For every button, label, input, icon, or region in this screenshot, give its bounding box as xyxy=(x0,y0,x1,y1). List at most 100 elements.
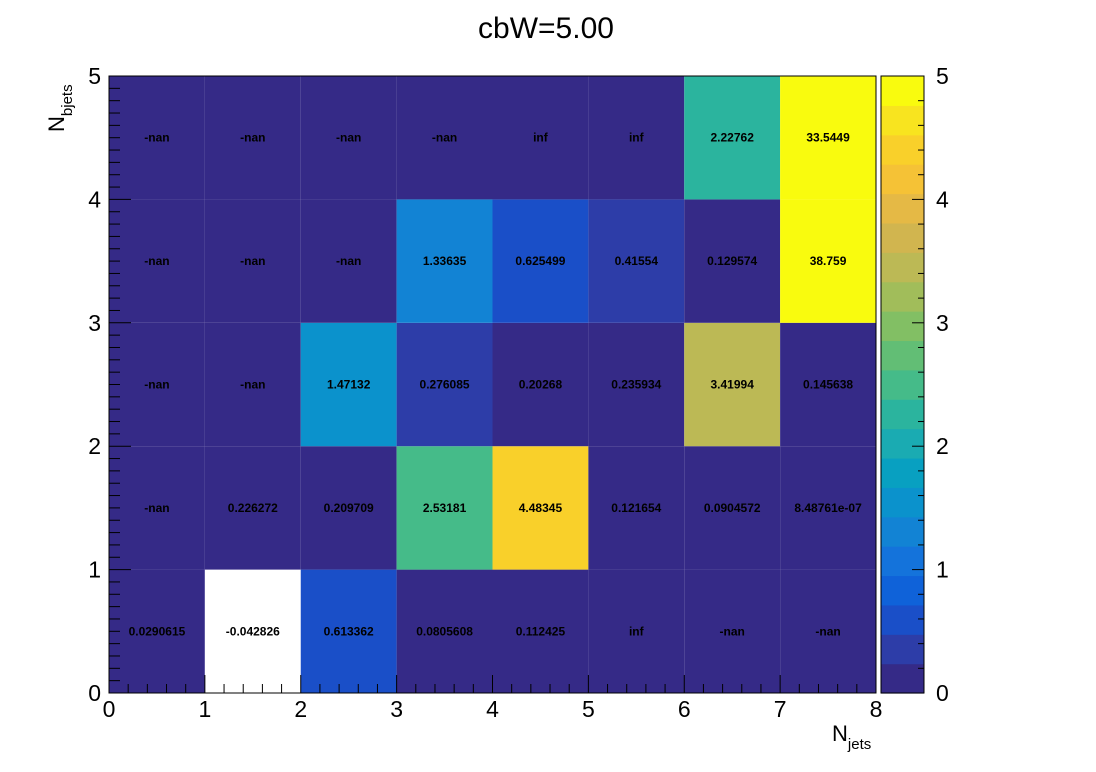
x-tick-label: 2 xyxy=(294,696,307,722)
cell-value-label: 0.112425 xyxy=(516,624,566,638)
x-axis-title: Njets xyxy=(832,721,871,753)
cell-value-label: -nan xyxy=(144,501,169,515)
cell-value-label: 0.235934 xyxy=(611,378,661,392)
color-scale-band xyxy=(881,134,924,165)
color-scale-band xyxy=(881,575,924,606)
color-scale-band xyxy=(881,311,924,342)
cell-value-label: inf xyxy=(629,624,645,638)
color-scale-band xyxy=(881,399,924,430)
color-scale-band xyxy=(881,516,924,547)
x-tick-label: 6 xyxy=(678,696,691,722)
cell-value-label: 3.41994 xyxy=(710,378,754,392)
y-tick-label: 2 xyxy=(88,433,101,459)
heatmap-cell xyxy=(300,199,397,323)
heatmap-cell xyxy=(109,199,205,323)
cell-value-label: -nan xyxy=(336,131,361,145)
x-axis-title-main: N xyxy=(832,721,848,746)
cell-value-label: 4.48345 xyxy=(519,501,563,515)
color-scale-band xyxy=(881,340,924,371)
heatmap-cell xyxy=(780,446,876,570)
heatmap-cell xyxy=(204,199,301,323)
heatmap-cell xyxy=(300,446,397,570)
cell-value-label: 0.209709 xyxy=(324,501,374,515)
cell-value-label: -nan xyxy=(432,131,457,145)
y-tick-label: 3 xyxy=(88,310,101,336)
cell-value-label: 0.129574 xyxy=(707,254,757,268)
heatmap-cell xyxy=(492,322,589,447)
color-scale-bar xyxy=(881,76,924,694)
chart-title: cbW=5.00 xyxy=(478,12,614,45)
heatmap-cell xyxy=(396,199,493,323)
heatmap-cell xyxy=(300,322,397,447)
cell-value-label: -nan xyxy=(240,131,265,145)
cell-value-label: 0.0290615 xyxy=(129,624,186,638)
color-scale-band xyxy=(881,164,924,195)
cell-value-label: -nan xyxy=(144,254,169,268)
heatmap-cell xyxy=(204,76,301,200)
cell-value-label: 33.5449 xyxy=(806,131,850,145)
cell-value-label: 0.41554 xyxy=(615,254,659,268)
cell-value-label: 0.613362 xyxy=(324,624,374,638)
cell-value-label: 0.276085 xyxy=(420,378,470,392)
heatmap-cell xyxy=(109,76,205,200)
color-scale-band xyxy=(881,252,924,283)
color-scale-band xyxy=(881,193,924,224)
cell-value-label: 0.0805608 xyxy=(416,624,473,638)
heatmap-cell xyxy=(780,199,876,323)
heatmap-cell xyxy=(780,322,876,447)
heatmap-cell xyxy=(492,199,589,323)
heatmap-cell xyxy=(588,322,685,447)
y-tick-label: 5 xyxy=(88,63,101,89)
heatmap-cell xyxy=(109,446,205,570)
cell-value-label: 0.0904572 xyxy=(704,501,761,515)
x-axis-ticks: 0 1 2 3 4 5 6 7 8 xyxy=(103,675,883,722)
cell-value-label: 8.48761e-07 xyxy=(794,501,862,515)
cell-value-label: -nan xyxy=(144,378,169,392)
heatmap-cell xyxy=(780,569,876,693)
heatmap-cell xyxy=(492,569,589,693)
heatmap-cell xyxy=(684,76,781,200)
x-tick-label: 7 xyxy=(774,696,787,722)
color-scale-label: 1 xyxy=(936,557,949,583)
heatmap-cell xyxy=(588,199,685,323)
x-tick-label: 8 xyxy=(870,696,883,722)
heatmap-cell xyxy=(204,569,301,693)
heatmap-cell xyxy=(396,76,493,200)
heatmap-cell-labels: 0.0290615 -0.042826 0.613362 0.0805608 0.112… xyxy=(129,131,863,639)
color-scale-band xyxy=(881,76,924,106)
cell-value-label: 2.53181 xyxy=(423,501,467,515)
color-scale-band xyxy=(881,428,924,459)
x-tick-label: 1 xyxy=(198,696,211,722)
heatmap-cell xyxy=(492,76,589,200)
y-axis-title-main: N xyxy=(44,116,69,132)
color-scale-frame xyxy=(880,75,925,694)
cell-value-label: inf xyxy=(629,131,645,145)
cell-value-label: 0.625499 xyxy=(515,254,565,268)
y-tick-label: 0 xyxy=(88,680,101,706)
cell-value-label: -nan xyxy=(144,131,169,145)
color-scale-band xyxy=(881,222,924,253)
x-axis-title-sub: jets xyxy=(847,736,871,753)
y-tick-label: 1 xyxy=(88,557,101,583)
cell-value-label: -0.042826 xyxy=(226,624,280,638)
cell-value-label: 1.33635 xyxy=(423,254,467,268)
color-scale-band xyxy=(881,369,924,400)
color-scale-label: 4 xyxy=(936,186,949,212)
cell-value-label: -nan xyxy=(720,624,745,638)
color-scale-label: 2 xyxy=(936,433,949,459)
heatmap-cell xyxy=(300,76,397,200)
heatmap-cell xyxy=(684,199,781,323)
heatmap-cell xyxy=(684,322,781,447)
heatmap-cell xyxy=(588,76,685,200)
y-tick-label: 4 xyxy=(88,186,101,212)
x-tick-label: 4 xyxy=(486,696,499,722)
heatmap-cell xyxy=(396,446,493,570)
color-scale-label: 0 xyxy=(936,680,949,706)
heatmap-cell xyxy=(396,322,493,447)
cell-value-label: 2.22762 xyxy=(710,131,754,145)
heatmap-cell xyxy=(109,322,205,447)
heatmap-cell xyxy=(588,446,685,570)
y-axis-title: Nbjets xyxy=(44,84,76,132)
color-scale-label: 5 xyxy=(936,63,949,89)
heatmap-cell xyxy=(204,322,301,447)
